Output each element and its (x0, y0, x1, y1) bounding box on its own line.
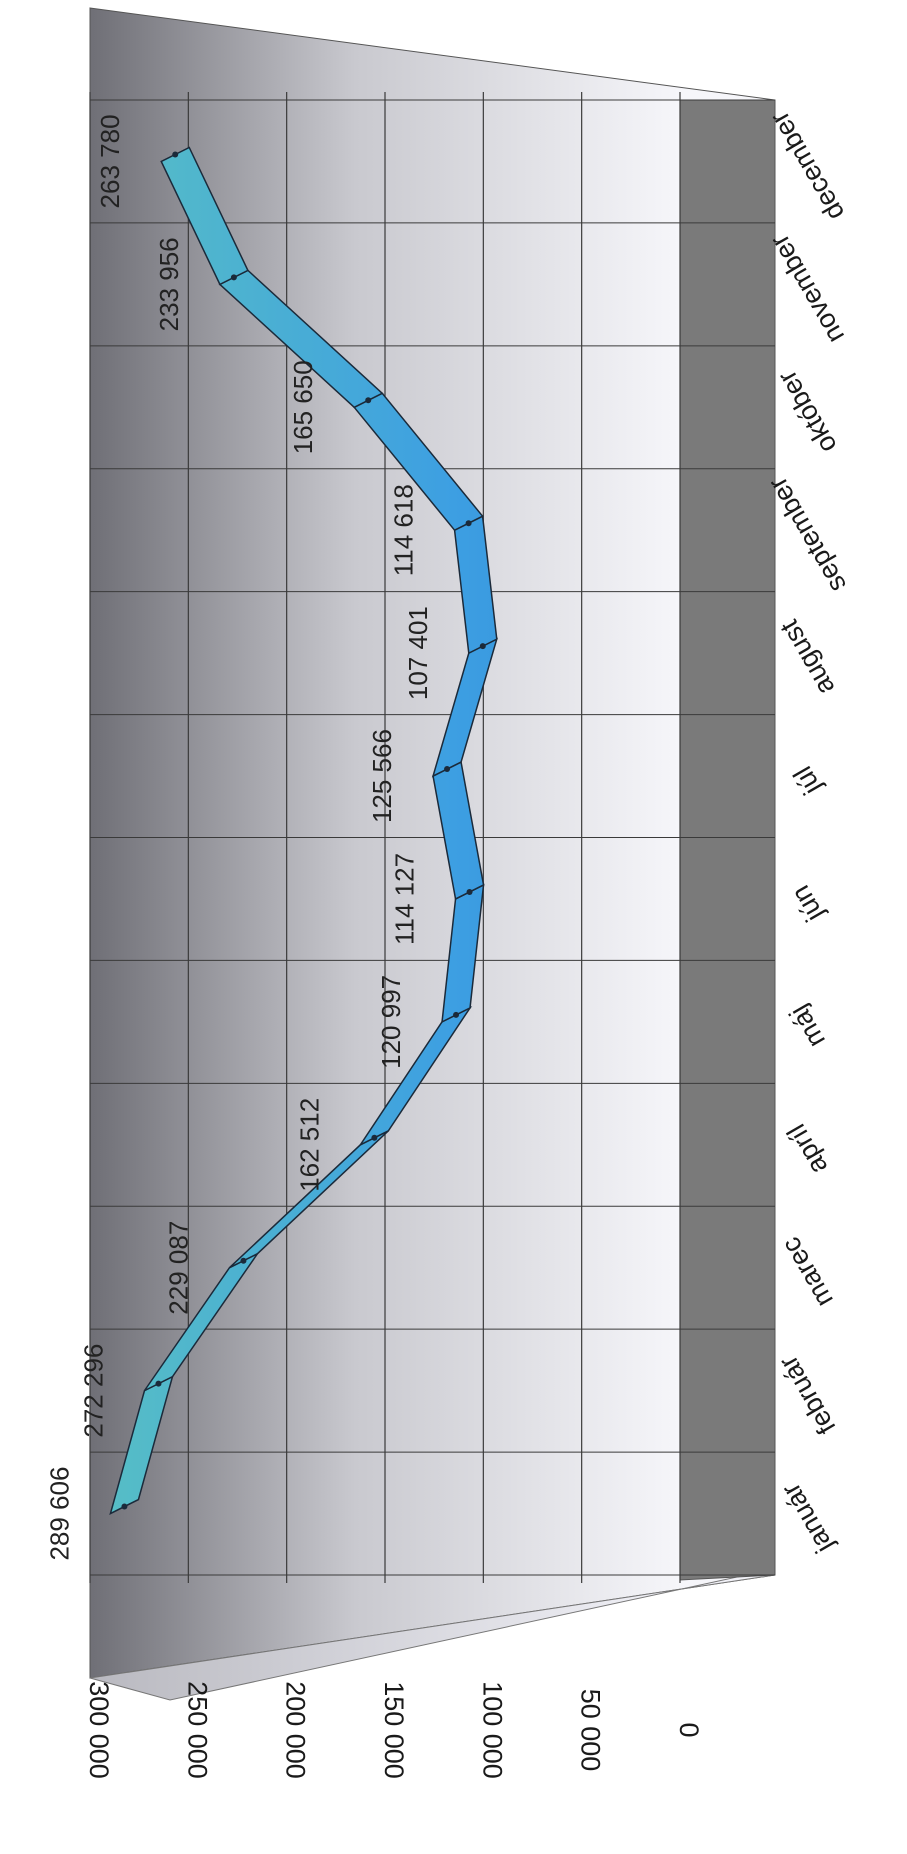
y-tick-label: 0 (674, 1722, 704, 1737)
data-point (479, 643, 486, 650)
y-tick-label: 250 000 (182, 1681, 212, 1779)
y-tick-label: 200 000 (281, 1681, 311, 1779)
category-label: december (764, 106, 850, 225)
data-label: 107 401 (403, 606, 433, 700)
data-point (240, 1257, 247, 1264)
data-label: 263 780 (95, 114, 125, 208)
data-label: 162 512 (294, 1098, 324, 1192)
category-label: marec (775, 1232, 838, 1312)
category-label: apríl (781, 1119, 833, 1179)
y-tick-label: 300 000 (84, 1681, 114, 1779)
value-axis: 0 50 000 100 000 150 000 200 000 250 000 300 0… (84, 1681, 704, 1779)
data-point (230, 274, 237, 281)
y-tick-label: 150 000 (379, 1681, 409, 1779)
data-label: 125 566 (367, 729, 397, 823)
data-label: 229 087 (163, 1221, 193, 1315)
data-point (465, 520, 472, 527)
category-label: január (775, 1478, 839, 1559)
data-point (121, 1503, 128, 1510)
data-label: 120 997 (376, 975, 406, 1069)
y-tick-label: 50 000 (576, 1689, 606, 1772)
line-segment (160, 146, 249, 286)
category-axis: január február marec apríl máj jún júl august se… (762, 106, 852, 1558)
data-label: 114 127 (390, 853, 420, 945)
category-label: máj (783, 1000, 831, 1053)
category-label: november (764, 229, 850, 348)
data-point (172, 151, 179, 158)
data-point (444, 766, 451, 773)
grid-lines (89, 92, 775, 1583)
data-label: 165 650 (288, 360, 318, 454)
data-label: 289 606 (44, 1467, 74, 1561)
series-ribbon (109, 146, 498, 1515)
category-label: júl (787, 761, 827, 800)
data-point (466, 888, 473, 895)
data-label: 233 956 (154, 237, 184, 331)
category-label: september (762, 472, 852, 597)
category-label: október (772, 365, 843, 458)
data-point (453, 1011, 460, 1018)
data-label: 114 618 (389, 484, 419, 576)
y-tick-label: 100 000 (477, 1681, 507, 1779)
data-point (371, 1134, 378, 1141)
back-wall (89, 7, 776, 1679)
data-point (155, 1380, 162, 1387)
data-point (365, 397, 372, 404)
category-label: jún (785, 880, 829, 927)
floor (679, 99, 776, 1581)
data-label: 272 296 (78, 1344, 108, 1438)
category-label: august (774, 615, 841, 701)
category-label: február (773, 1351, 842, 1440)
